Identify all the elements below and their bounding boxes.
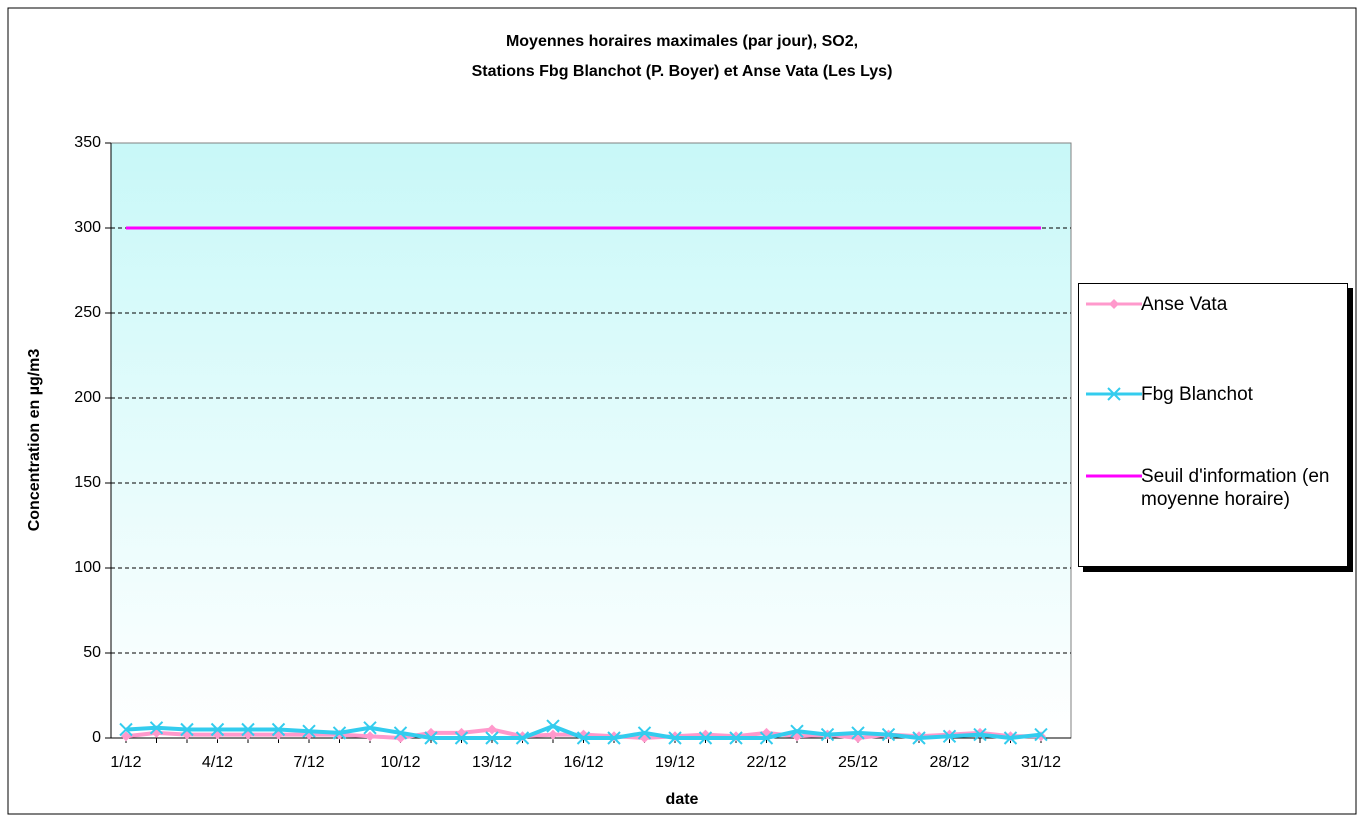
- x-tick-label: 13/12: [472, 754, 512, 771]
- marker: [393, 726, 408, 740]
- marker: [851, 726, 865, 740]
- marker: [424, 731, 438, 745]
- x-tick-label: 10/12: [380, 754, 420, 771]
- marker: [332, 726, 347, 740]
- y-tick-label: 250: [74, 304, 101, 321]
- marker: [942, 729, 957, 744]
- marker: [548, 729, 558, 740]
- marker: [210, 722, 225, 737]
- marker: [119, 722, 133, 737]
- x-tick-label: 31/12: [1021, 754, 1061, 771]
- y-tick-label: 200: [74, 389, 101, 406]
- marker: [1034, 727, 1048, 742]
- marker: [180, 722, 194, 737]
- plot-area: [110, 142, 1072, 739]
- marker: [149, 721, 164, 735]
- chart-title: Moyennes horaires maximales (par jour), …: [506, 33, 858, 50]
- marker: [759, 731, 774, 745]
- marker: [241, 722, 255, 737]
- legend-swatch: [1086, 387, 1142, 401]
- marker: [576, 731, 591, 745]
- y-axis-label: Concentration en µg/m3: [26, 349, 43, 532]
- x-tick-label: 1/12: [110, 754, 141, 771]
- marker: [881, 727, 896, 742]
- y-tick-label: 50: [83, 644, 101, 661]
- x-tick-label: 4/12: [202, 754, 233, 771]
- x-tick-label: 22/12: [746, 754, 786, 771]
- marker: [698, 731, 713, 745]
- marker: [668, 731, 682, 745]
- marker: [487, 724, 497, 735]
- x-axis-label: date: [666, 791, 699, 808]
- y-tick-label: 0: [92, 729, 101, 746]
- marker: [1107, 387, 1121, 401]
- marker: [454, 731, 469, 745]
- marker: [302, 724, 316, 738]
- marker: [363, 721, 377, 735]
- marker: [1109, 299, 1119, 309]
- y-tick-label: 300: [74, 219, 101, 236]
- x-tick-label: 19/12: [655, 754, 695, 771]
- legend-swatch: [1086, 299, 1142, 309]
- marker: [485, 731, 499, 745]
- marker: [271, 722, 286, 737]
- marker: [515, 731, 530, 745]
- y-tick-label: 100: [74, 559, 101, 576]
- marker: [1003, 731, 1018, 745]
- marker: [365, 731, 375, 742]
- legend: Anse Vata Fbg Blanchot Seuil d'information…: [1078, 283, 1348, 567]
- marker: [729, 731, 743, 745]
- legend-swatch: [1086, 474, 1142, 478]
- marker: [973, 727, 987, 742]
- x-tick-label: 16/12: [563, 754, 603, 771]
- marker: [820, 727, 835, 742]
- legend-label: Anse Vata: [1141, 294, 1228, 315]
- chart-subtitle: Stations Fbg Blanchot (P. Boyer) et Anse…: [472, 63, 893, 80]
- y-tick-label: 350: [74, 134, 101, 151]
- x-tick-label: 7/12: [293, 754, 324, 771]
- x-tick-label: 28/12: [929, 754, 969, 771]
- marker: [546, 719, 560, 733]
- legend-label: Seuil d'information (en moyenne horaire): [1141, 466, 1330, 510]
- marker: [790, 724, 804, 738]
- legend-label: Fbg Blanchot: [1141, 384, 1253, 405]
- marker: [912, 731, 926, 745]
- marker: [121, 731, 131, 742]
- x-tick-label: 25/12: [838, 754, 878, 771]
- marker: [607, 731, 621, 745]
- y-tick-label: 150: [74, 474, 101, 491]
- marker: [637, 726, 652, 740]
